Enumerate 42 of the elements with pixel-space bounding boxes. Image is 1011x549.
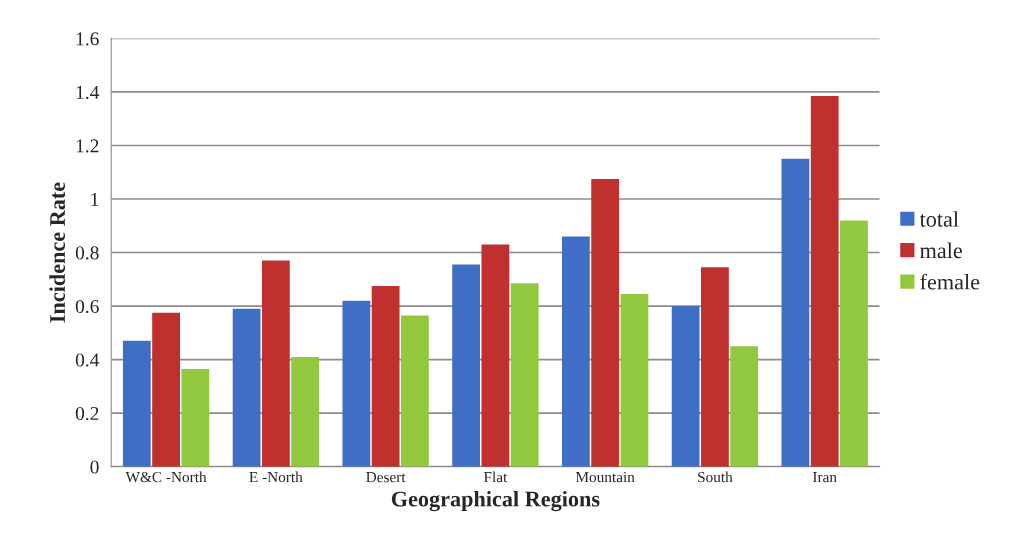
y-tick-label: 1 <box>91 192 99 206</box>
legend-label: female <box>920 273 980 290</box>
y-tick-label: 1.6 <box>76 32 99 46</box>
x-tick-label: E -North <box>249 471 303 483</box>
bar <box>620 294 649 467</box>
bar <box>371 285 400 467</box>
bar <box>481 244 510 467</box>
bar <box>181 368 210 467</box>
y-tick-label: 0.6 <box>75 299 99 314</box>
bar <box>291 356 320 467</box>
y-tick-label: 0 <box>90 460 99 474</box>
y-axis-title: Incidence Rate <box>49 182 66 323</box>
x-tick-label: W&C -North <box>125 471 207 483</box>
bar <box>671 306 700 467</box>
x-tick-label: Flat <box>483 471 508 483</box>
bar <box>810 95 839 467</box>
bar <box>232 308 261 467</box>
bar <box>840 220 868 467</box>
y-tick-label: 0.2 <box>75 406 99 421</box>
x-tick-label: South <box>698 471 733 483</box>
bar <box>452 264 481 467</box>
y-tick-label: 1.2 <box>76 139 99 153</box>
bar <box>152 312 180 467</box>
bar <box>510 283 539 467</box>
x-tick-label: Desert <box>366 472 406 483</box>
bar <box>701 267 729 467</box>
y-tick-label: 1.4 <box>76 85 100 99</box>
y-tick-label: 0.4 <box>75 353 100 367</box>
bar <box>261 260 290 467</box>
bar <box>591 178 620 467</box>
bar <box>781 158 810 467</box>
y-tick-label: 0.8 <box>75 246 99 260</box>
x-tick-label: Iran <box>812 472 837 483</box>
legend-label: total <box>919 211 959 227</box>
legend-label: male <box>920 242 962 259</box>
x-axis-title: Geographical Regions <box>391 490 600 512</box>
bar <box>730 346 759 467</box>
bar <box>342 300 371 467</box>
x-tick-label: Mountain <box>575 472 635 483</box>
bar <box>561 236 590 467</box>
bar <box>400 315 429 467</box>
bar <box>122 340 151 467</box>
